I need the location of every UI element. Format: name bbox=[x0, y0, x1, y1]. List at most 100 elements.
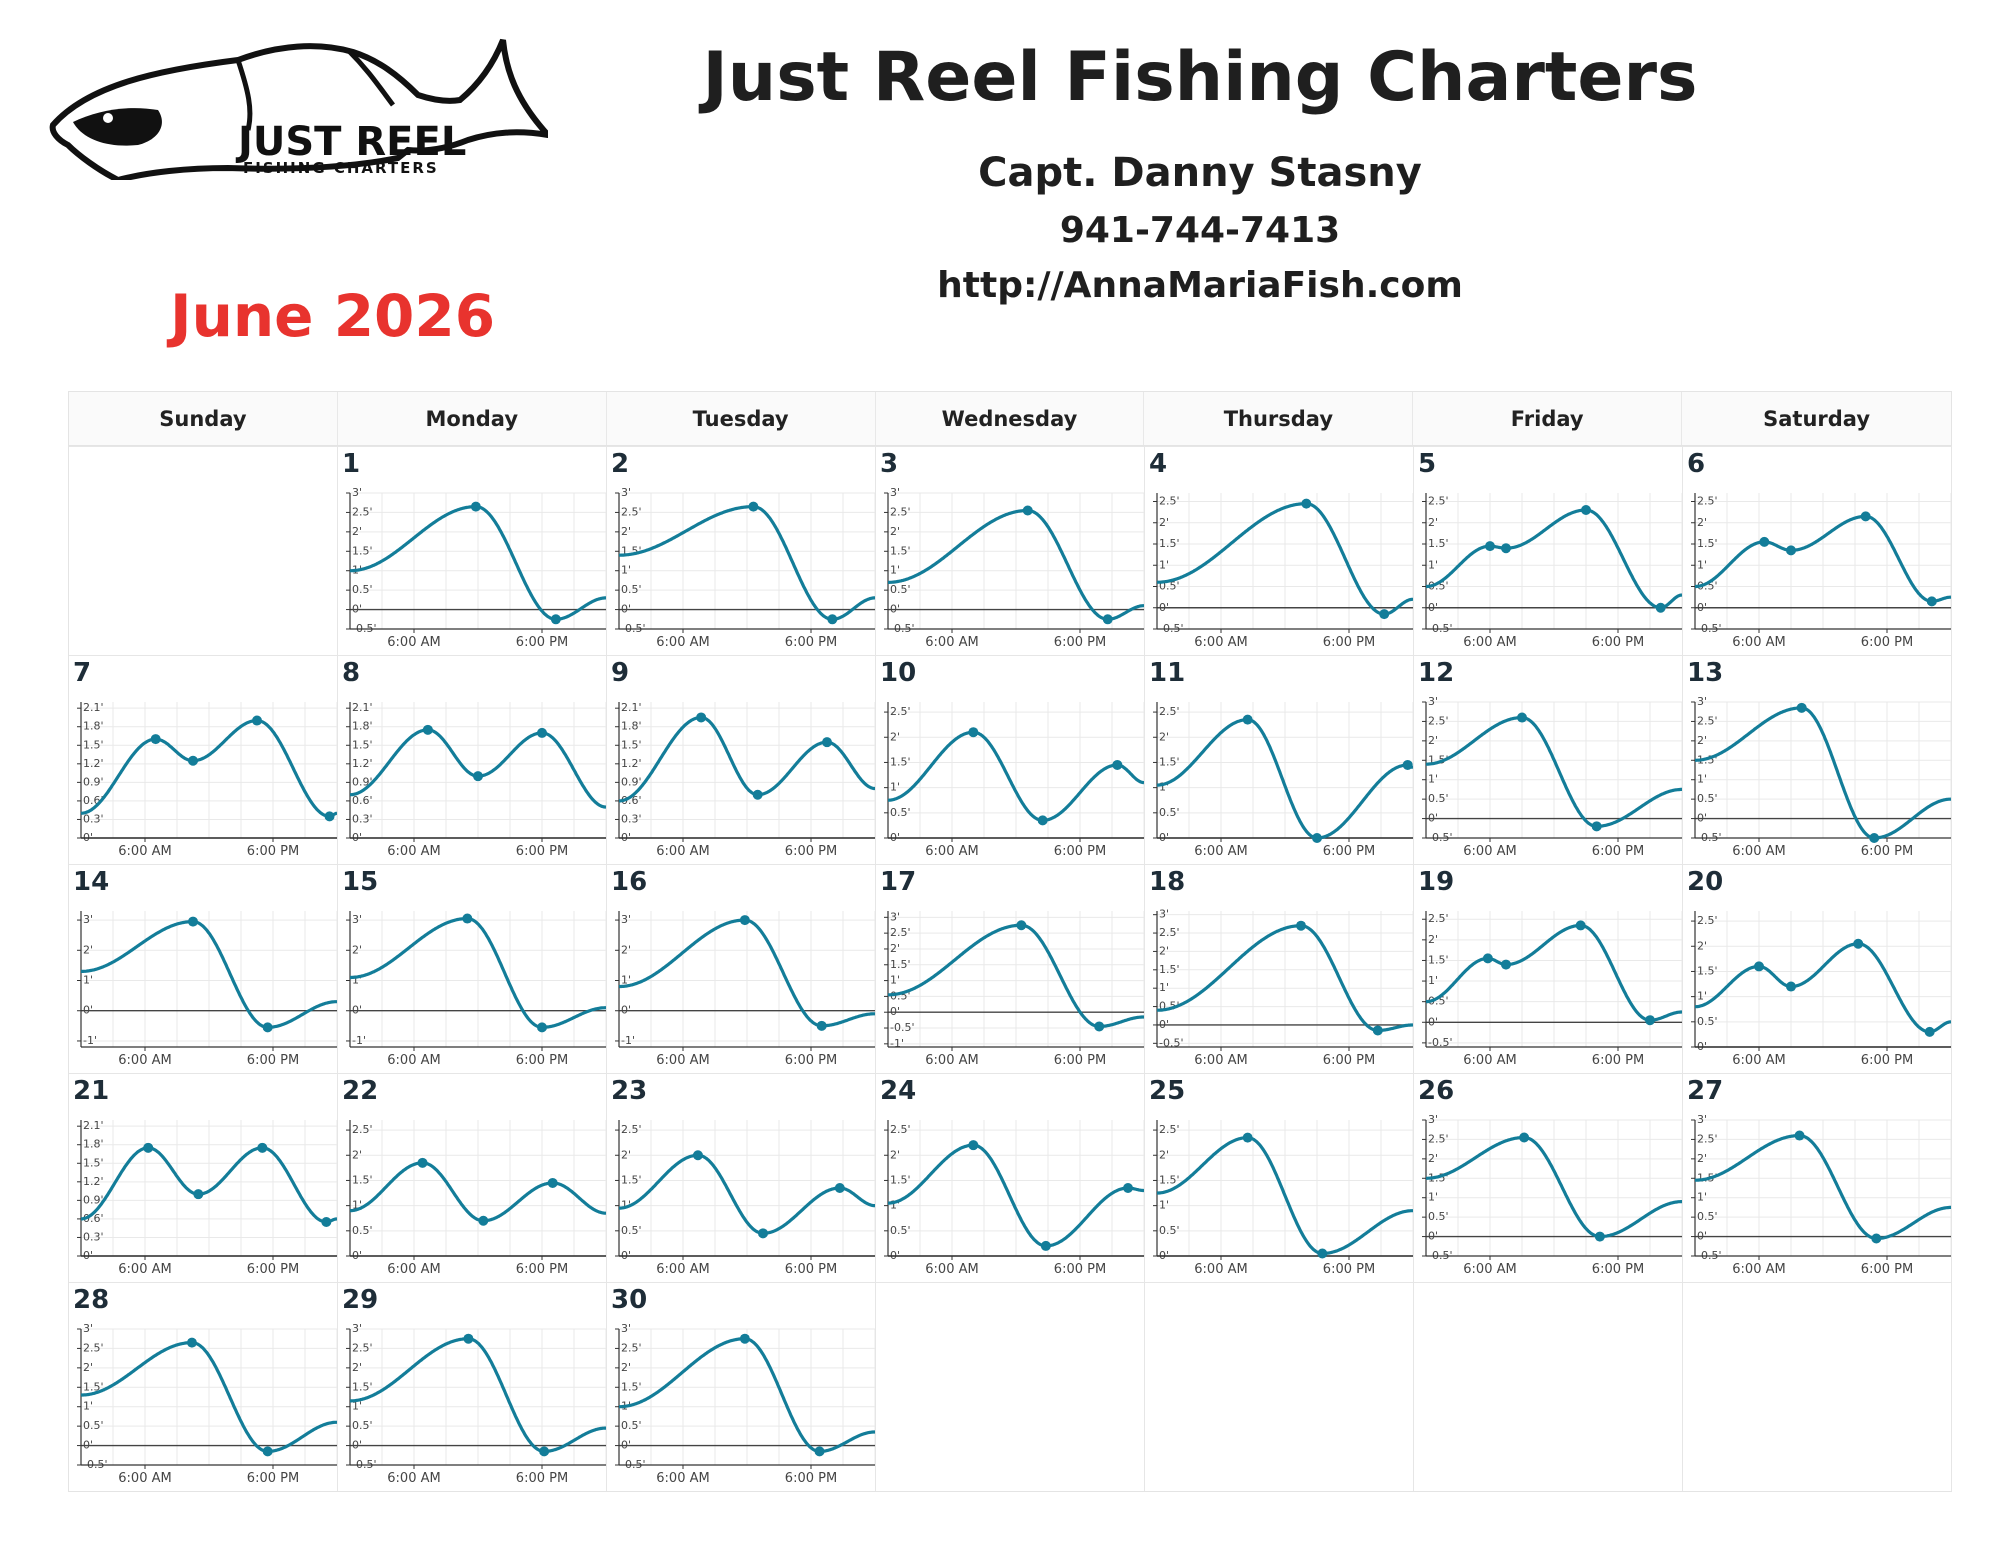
day-cell-25: 25 0' 0.5' 1' 1.5' 2' 2.5' 6:00 AM 6:00 PM bbox=[1145, 1073, 1414, 1282]
y-tick-label: 2.5' bbox=[1159, 705, 1180, 718]
y-tick-label: 0' bbox=[1428, 601, 1438, 614]
y-tick-label: 0.5' bbox=[1428, 580, 1449, 593]
day-number: 5 bbox=[1418, 449, 1437, 479]
tide-extreme-point bbox=[1482, 953, 1493, 964]
x-tick-label: 6:00 AM bbox=[925, 1262, 978, 1277]
y-tick-label: 2' bbox=[621, 943, 631, 956]
x-tick-label: 6:00 AM bbox=[656, 1053, 709, 1068]
y-tick-label: 0.5' bbox=[621, 583, 642, 596]
tide-line bbox=[1694, 1133, 1951, 1241]
tide-extreme-point bbox=[1871, 1233, 1882, 1244]
y-tick-label: 2.5' bbox=[1159, 1123, 1180, 1136]
x-tick-label: 6:00 AM bbox=[925, 635, 978, 650]
tide-chart: -0.5'0'0.5'1'1.5'2'2.5'6:00 AM 6:00 PM bbox=[1153, 493, 1413, 650]
y-tick-label: 2' bbox=[1697, 939, 1707, 952]
tide-chart: 0'0.3'0.6'0.9'1.2'1.5'1.8'2.1'6:00 AM 6:0… bbox=[77, 701, 337, 859]
day-number: 15 bbox=[342, 867, 379, 897]
weekday-sunday: Sunday bbox=[69, 392, 338, 445]
tide-extreme-point bbox=[834, 1183, 845, 1193]
y-tick-label: 2' bbox=[1428, 1152, 1438, 1165]
y-tick-label: -1' bbox=[621, 1034, 635, 1047]
y-tick-label: 2.5' bbox=[1428, 912, 1449, 925]
day-number: 30 bbox=[611, 1285, 648, 1315]
tide-chart: 0'0.5'1'1.5'2'2.5'6:00 AM 6:00 PM bbox=[1153, 702, 1413, 859]
tide-extreme-point bbox=[262, 1446, 273, 1457]
y-tick-label: 3' bbox=[621, 1322, 631, 1335]
tide-line bbox=[1425, 715, 1682, 828]
y-tick-label: 1.5' bbox=[1159, 537, 1180, 550]
tide-chart: 0'0.5'1'1.5'2'2.5'6:00 AM 6:00 PM bbox=[615, 1120, 875, 1277]
tide-chart: -1' 0' 1' 2' 3' 6:00 AM 6:00 PM bbox=[77, 911, 337, 1068]
calendar: Sunday Monday Tuesday Wednesday Thursday… bbox=[68, 391, 1952, 1492]
logo: JUST REEL FISHING CHARTERS bbox=[49, 38, 548, 180]
tide-extreme-point bbox=[252, 715, 262, 726]
tide-line bbox=[618, 715, 875, 803]
x-tick-label: 6:00 AM bbox=[387, 1262, 440, 1277]
tide-line bbox=[80, 718, 337, 818]
day-number: 14 bbox=[73, 867, 110, 897]
y-tick-label: 3' bbox=[352, 1322, 362, 1335]
y-tick-label: 3' bbox=[1697, 1113, 1707, 1126]
day-cell-24: 24 0' 0.5' 1' 1.5' 2' 2.5' 6:00 AM 6:00 PM bbox=[876, 1073, 1145, 1282]
y-tick-label: -1' bbox=[890, 1037, 904, 1050]
y-tick-label: 3' bbox=[621, 486, 631, 499]
empty-cell bbox=[1683, 1282, 1952, 1491]
tide-chart: -1'-0.5'0'0.5'1'1.5'2'2.5'3'6:00 AM 6:00 … bbox=[884, 910, 1144, 1068]
y-tick-label: 3' bbox=[1697, 695, 1707, 708]
tide-extreme-point bbox=[188, 755, 198, 766]
tide-extreme-point bbox=[1016, 920, 1027, 931]
day-number: 27 bbox=[1687, 1076, 1724, 1106]
tide-chart: -0.5'0'0.5'1'1.5'2'2.5'3'6:00 AM 6:00 PM bbox=[615, 486, 875, 650]
y-tick-label: 0.5' bbox=[1428, 995, 1449, 1008]
y-tick-label: 1' bbox=[1159, 781, 1169, 794]
x-tick-label: 6:00 PM bbox=[1323, 844, 1375, 859]
tide-extreme-point bbox=[321, 1217, 332, 1227]
tide-line bbox=[1156, 718, 1413, 840]
day-cell-1: 1 -0.5' 0' 0.5' 1' 1.5' 2' 2.5' 3' 6:00 AM 6:00 PM bbox=[338, 446, 607, 655]
y-tick-label: 2.5' bbox=[890, 1123, 911, 1136]
day-cell-21: 21 0' 0.3' 0.6' 0.9' 1.2' 1.5' 1.8' 2.1' 6:00 AM 6… bbox=[69, 1073, 338, 1282]
y-tick-label: 0.5' bbox=[621, 1419, 642, 1432]
tide-extreme-point bbox=[1591, 821, 1602, 832]
y-tick-label: 0' bbox=[83, 1439, 93, 1452]
y-tick-label: 0.5' bbox=[1697, 580, 1718, 593]
y-tick-label: 2' bbox=[352, 943, 362, 956]
x-tick-label: 6:00 PM bbox=[1861, 844, 1913, 859]
website-link[interactable]: http://AnnaMariaFish.com bbox=[937, 265, 1463, 306]
tide-chart: -0.5'0'0.5'1'1.5'2'2.5'3'6:00 AM 6:00 PM bbox=[1153, 908, 1413, 1068]
y-tick-label: 1.8' bbox=[83, 1138, 104, 1151]
x-tick-label: 6:00 PM bbox=[1861, 1262, 1913, 1277]
tide-extreme-point bbox=[739, 1333, 750, 1344]
tide-chart: -0.5'0'0.5'1'1.5'2'2.5'3'6:00 AM 6:00 PM bbox=[346, 1322, 606, 1486]
tide-chart: 0'0.5'1'1.5'2'2.5'6:00 AM 6:00 PM bbox=[1153, 1120, 1413, 1277]
y-tick-label: 1.5' bbox=[83, 738, 104, 751]
y-tick-label: 1.2' bbox=[621, 757, 642, 770]
tide-extreme-point bbox=[1402, 759, 1413, 770]
tide-chart: -1' 0' 1' 2' 3' 6:00 AM 6:00 PM bbox=[615, 911, 875, 1068]
y-tick-label: 2.5' bbox=[1697, 914, 1718, 927]
y-tick-label: 0' bbox=[621, 603, 631, 616]
x-tick-label: 6:00 PM bbox=[1861, 635, 1913, 650]
day-cell-2: 2 -0.5' 0' 0.5' 1' 1.5' 2' 2.5' 3' 6:00 AM 6:00 PM bbox=[607, 446, 876, 655]
x-tick-label: 6:00 PM bbox=[1054, 1053, 1106, 1068]
y-tick-label: 0.9' bbox=[83, 1193, 104, 1206]
tide-extreme-point bbox=[1312, 833, 1322, 843]
day-number: 8 bbox=[342, 658, 361, 688]
tide-line bbox=[887, 730, 1144, 822]
y-tick-label: 0.5' bbox=[1697, 792, 1718, 805]
tide-extreme-point bbox=[822, 737, 832, 748]
x-tick-label: 6:00 PM bbox=[1592, 635, 1644, 650]
x-tick-label: 6:00 PM bbox=[1054, 635, 1106, 650]
y-tick-label: 2.5' bbox=[1159, 926, 1180, 939]
y-tick-label: 2.5' bbox=[1697, 714, 1718, 727]
y-tick-label: 0' bbox=[890, 603, 900, 616]
y-tick-label: 2' bbox=[83, 1361, 93, 1374]
y-tick-label: 2.5' bbox=[621, 1341, 642, 1354]
tide-line bbox=[1694, 514, 1951, 603]
day-number: 25 bbox=[1149, 1076, 1186, 1106]
tide-extreme-point bbox=[739, 915, 750, 926]
y-tick-label: 2' bbox=[890, 1148, 900, 1161]
day-cell-22: 22 0' 0.5' 1' 1.5' 2' 2.5' 6:00 AM 6:00 PM bbox=[338, 1073, 607, 1282]
tide-line bbox=[1156, 502, 1413, 616]
y-tick-label: 1' bbox=[1697, 990, 1707, 1003]
